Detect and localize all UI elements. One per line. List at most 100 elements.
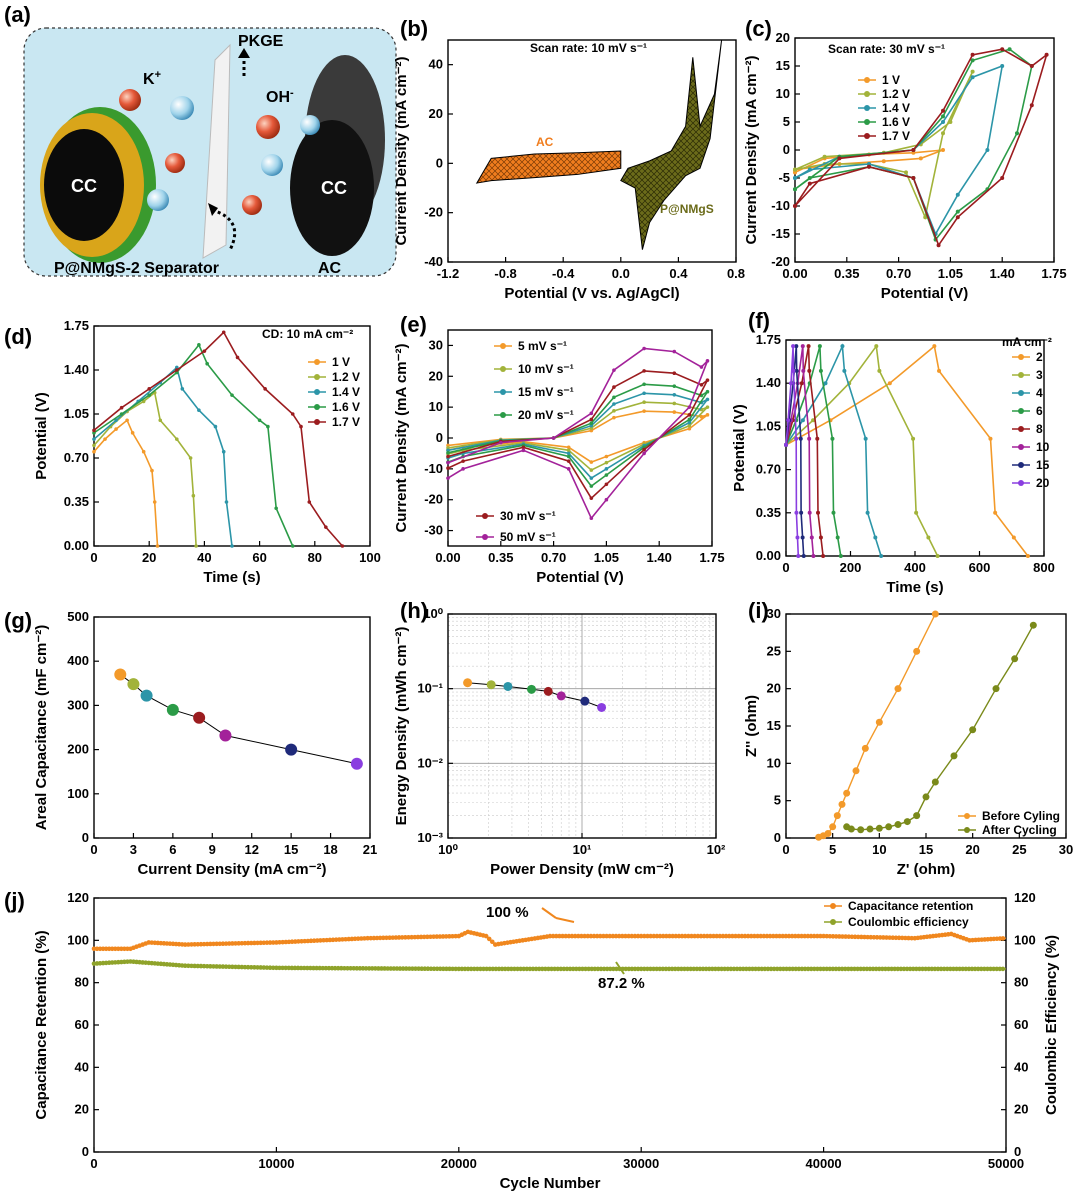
cycling-point <box>808 933 814 939</box>
gcd-point <box>92 449 96 454</box>
gcd-point <box>155 544 160 548</box>
nyquist-point <box>903 818 911 826</box>
gcd-point <box>230 544 234 548</box>
x-tick-label: 25 <box>1012 842 1026 857</box>
cycling-point <box>742 933 748 939</box>
cv-point <box>793 167 797 172</box>
cc-label-right: CC <box>321 178 347 198</box>
cycling-point <box>613 933 619 939</box>
x-axis-title: Time (s) <box>886 579 943 596</box>
gcd-point <box>230 393 234 397</box>
cv-point <box>589 460 594 464</box>
nyquist-point <box>992 685 1000 693</box>
y-tick-label: 10⁻³ <box>417 830 443 845</box>
y-tick-label: 1.05 <box>64 406 89 421</box>
gcd-point <box>873 535 878 540</box>
capacitance-trend <box>120 674 358 765</box>
plot-frame <box>447 329 713 547</box>
cv-point <box>589 516 594 521</box>
x-axis-title: Current Density (mA cm⁻²) <box>137 861 326 878</box>
cycling-point <box>566 933 572 939</box>
legend-item-label: 1.6 V <box>332 400 360 414</box>
cv-point <box>1029 103 1034 108</box>
legend-item-marker <box>314 374 320 380</box>
x-tick-label: 0.70 <box>886 266 911 281</box>
capacitance-point <box>350 757 363 770</box>
cycling-point <box>745 933 751 939</box>
cycling-point <box>723 933 729 939</box>
cv-point <box>612 409 616 413</box>
gcd-point <box>831 510 836 515</box>
y-tick-label: -10 <box>424 461 443 476</box>
gcd-point <box>188 456 193 460</box>
nyquist-point <box>913 812 921 820</box>
cv-curve <box>794 48 1033 242</box>
gcd-point <box>197 408 201 413</box>
gcd-point <box>818 535 823 540</box>
x-tick-label: 21 <box>363 842 377 857</box>
capacitance-point <box>114 668 127 681</box>
cv-point <box>612 368 616 372</box>
gcd-point <box>800 418 805 423</box>
separator-arrowhead <box>208 203 218 216</box>
nyquist-point <box>875 824 883 832</box>
cv-point <box>604 467 609 471</box>
cycling-point <box>626 933 631 939</box>
x-tick-label: 10⁰ <box>438 842 458 857</box>
cycling-point <box>664 933 669 939</box>
capacitance-point <box>285 743 298 756</box>
x-tick-label: 0.70 <box>541 550 566 565</box>
cycling-point <box>623 933 628 939</box>
cv-point <box>612 395 616 400</box>
gcd-point <box>798 436 803 441</box>
x-tick-label: 50000 <box>988 1156 1024 1171</box>
gcd-point <box>794 344 799 349</box>
y-tick-label: 500 <box>67 609 89 624</box>
gcd-point <box>801 368 806 373</box>
pkge-arrowhead <box>238 48 250 58</box>
y-tick-label: 20 <box>429 368 443 383</box>
cycling-point <box>557 933 562 939</box>
nyquist-point <box>894 685 902 693</box>
cv-point <box>446 443 450 448</box>
left-electrode: CC <box>40 107 156 263</box>
nyquist-point <box>931 610 939 618</box>
panel-label: (h) <box>400 598 428 623</box>
gcd-point <box>935 554 940 558</box>
y-tick-label: 0 <box>436 155 443 170</box>
legend-item-label: 1.4 V <box>332 385 360 399</box>
panel-i: (i) 0 5 10 15 20 25 30 0 5 10 15 20 25 30 Z' (ohm) Z'' (… <box>743 598 1073 878</box>
gcd-point <box>807 510 812 515</box>
gcd-point <box>863 436 868 441</box>
gcd-point <box>175 368 179 372</box>
cv-point <box>699 382 704 387</box>
cycling-point <box>660 933 666 939</box>
cv-point <box>687 420 692 425</box>
cv-point <box>918 156 923 161</box>
gcd-point <box>175 437 179 441</box>
gcd-point <box>266 424 270 429</box>
retention-arrow <box>555 917 575 923</box>
legend-item-marker <box>500 366 506 372</box>
cv-area-1 <box>620 39 723 250</box>
cv-point <box>955 192 960 197</box>
cv-point <box>904 170 908 175</box>
legend-item-label: 1.6 V <box>882 115 910 129</box>
gcd-point <box>801 554 806 558</box>
cycling-point <box>818 933 823 939</box>
legend-item-label: 20 <box>1036 476 1050 490</box>
nyquist-point <box>847 825 855 833</box>
legend-item-label: 1 V <box>332 355 350 369</box>
legend-item-label: 1.7 V <box>882 129 910 143</box>
cycling-point <box>610 933 616 939</box>
cv-point <box>642 447 646 452</box>
gcd-point <box>130 431 135 435</box>
nyquist-point <box>824 830 832 838</box>
cv-point <box>446 454 450 459</box>
nyquist-point <box>852 767 860 775</box>
cycling-point <box>670 933 675 939</box>
y-tick-label: 10⁻² <box>417 755 443 770</box>
nyquist-curve <box>846 624 1034 831</box>
plot-frame <box>785 613 1067 839</box>
